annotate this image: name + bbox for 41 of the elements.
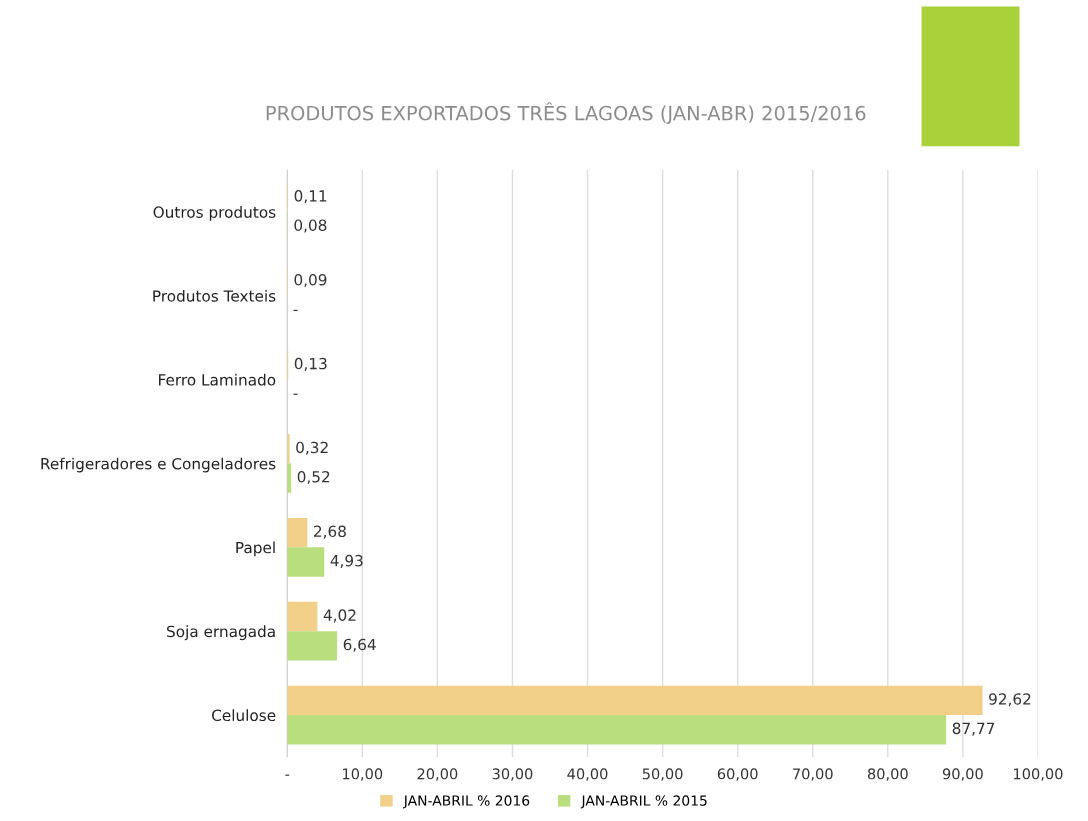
data-label: 0,13 bbox=[294, 357, 327, 371]
data-label: - bbox=[293, 393, 298, 395]
x-tick-label: 60,00 bbox=[717, 768, 758, 781]
data-label: 2,68 bbox=[314, 525, 346, 539]
y-tick-label: Refrigeradores e Congeladores bbox=[41, 457, 276, 473]
data-label: 0,52 bbox=[297, 471, 330, 485]
data-label: - bbox=[293, 309, 298, 312]
data-label: 4,93 bbox=[330, 554, 363, 568]
x-tick-label: 50,00 bbox=[642, 768, 683, 781]
x-tick-label: - bbox=[285, 774, 290, 776]
data-label: 6,64 bbox=[343, 638, 376, 652]
y-tick-label: Soja ernagada bbox=[167, 625, 275, 641]
data-label: 0,09 bbox=[294, 273, 327, 288]
data-label: 92,62 bbox=[989, 693, 1031, 707]
y-tick-label: Outros produtos bbox=[153, 206, 276, 221]
x-tick-label: 40,00 bbox=[567, 768, 608, 781]
bar bbox=[287, 631, 338, 661]
bar bbox=[287, 547, 325, 577]
bar bbox=[287, 685, 983, 716]
legend-label: JAN-ABRIL % 2016 bbox=[403, 795, 530, 809]
y-tick-label: Produtos Texteis bbox=[153, 289, 276, 302]
x-tick-label: 70,00 bbox=[793, 768, 833, 781]
y-tick-label: Papel bbox=[236, 541, 275, 557]
data-label: 0,32 bbox=[296, 441, 328, 455]
legend-label: JAN-ABRIL % 2015 bbox=[580, 795, 707, 809]
x-tick-label: 80,00 bbox=[867, 768, 908, 781]
data-label: 4,02 bbox=[323, 609, 356, 623]
bar bbox=[287, 601, 318, 632]
bar bbox=[287, 715, 947, 745]
x-tick-label: 10,00 bbox=[343, 768, 383, 781]
chart-title: PRODUTOS EXPORTADOS TRÊS LAGOAS (JAN-ABR) 2015/2016 bbox=[266, 102, 866, 125]
data-label: 87,77 bbox=[952, 722, 995, 736]
x-tick-label: 30,00 bbox=[492, 768, 533, 781]
data-label: 0,11 bbox=[294, 190, 327, 204]
y-tick-label: Celulose bbox=[212, 709, 276, 722]
x-tick-label: 100,00 bbox=[1014, 768, 1063, 781]
x-tick-label: 20,00 bbox=[417, 768, 458, 781]
y-tick-label: Ferro Laminado bbox=[159, 373, 276, 386]
x-tick-label: 90,00 bbox=[942, 768, 983, 781]
data-label: 0,08 bbox=[294, 219, 327, 233]
bar bbox=[287, 517, 308, 548]
